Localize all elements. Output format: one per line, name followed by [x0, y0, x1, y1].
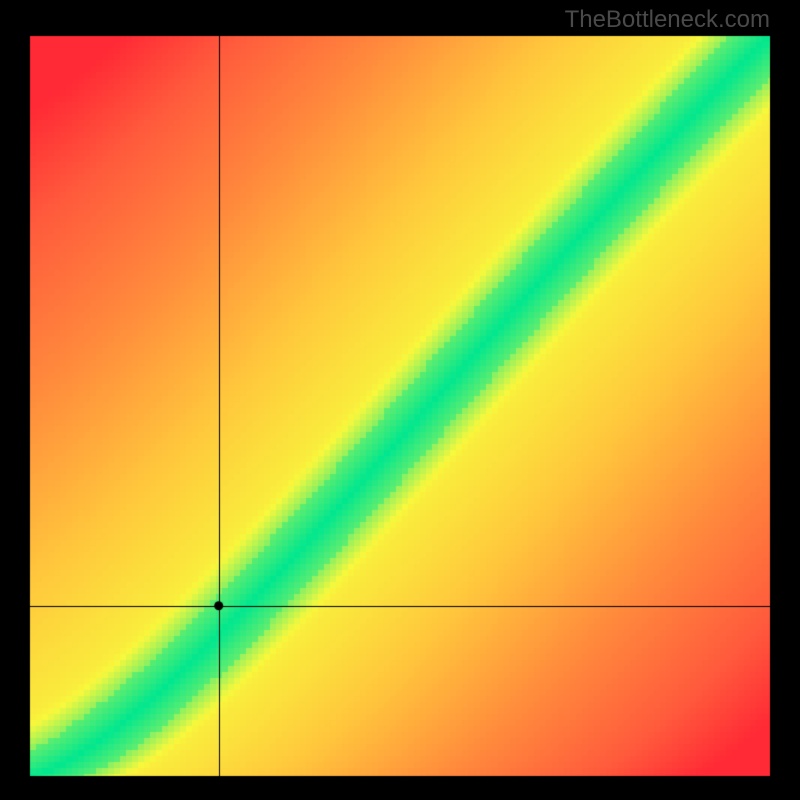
watermark-text: TheBottleneck.com [565, 6, 770, 34]
chart-container: TheBottleneck.com [0, 0, 800, 800]
bottleneck-heatmap [0, 0, 800, 800]
